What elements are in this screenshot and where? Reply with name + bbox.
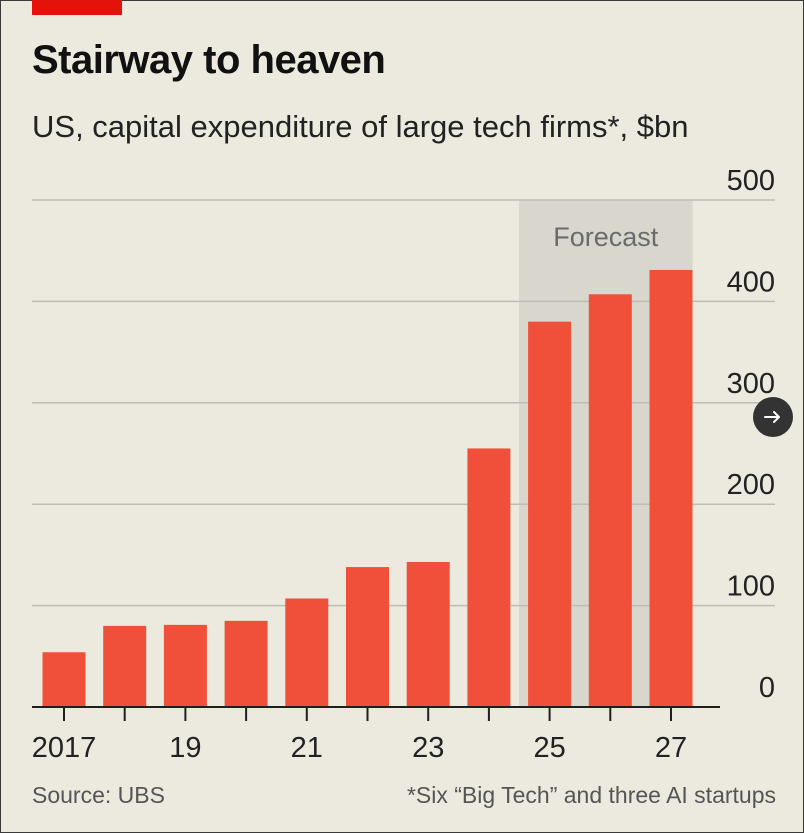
y-tick-label: 100 xyxy=(727,571,775,603)
bar xyxy=(42,652,86,707)
bar xyxy=(163,624,207,707)
next-button[interactable] xyxy=(753,397,793,437)
bar xyxy=(649,269,693,707)
x-tick-label: 25 xyxy=(533,732,565,764)
bar xyxy=(467,448,511,707)
source-note: Source: UBS xyxy=(32,782,165,808)
chart-title: Stairway to heaven xyxy=(32,38,386,82)
y-tick-label: 200 xyxy=(727,469,775,501)
bar xyxy=(528,321,572,707)
footnote: *Six “Big Tech” and three AI startups xyxy=(406,782,776,808)
x-tick-label: 23 xyxy=(412,732,444,764)
chart-subtitle: US, capital expenditure of large tech fi… xyxy=(32,109,689,144)
x-tick-label: 21 xyxy=(291,732,323,764)
bar xyxy=(103,625,147,707)
x-tick-label: 2017 xyxy=(32,732,97,764)
brand-tag xyxy=(32,0,122,15)
x-tick-label: 19 xyxy=(169,732,201,764)
bar xyxy=(285,598,329,707)
y-tick-label: 500 xyxy=(727,165,775,197)
bar xyxy=(346,567,389,707)
y-tick-label: 0 xyxy=(759,672,775,704)
bar xyxy=(406,561,450,707)
y-tick-label: 300 xyxy=(727,368,775,400)
forecast-label: Forecast xyxy=(553,222,659,252)
y-tick-label: 400 xyxy=(727,266,775,298)
bar xyxy=(588,294,632,707)
bar xyxy=(224,620,268,707)
arrow-right-icon xyxy=(764,411,780,423)
x-tick-label: 27 xyxy=(655,732,687,764)
